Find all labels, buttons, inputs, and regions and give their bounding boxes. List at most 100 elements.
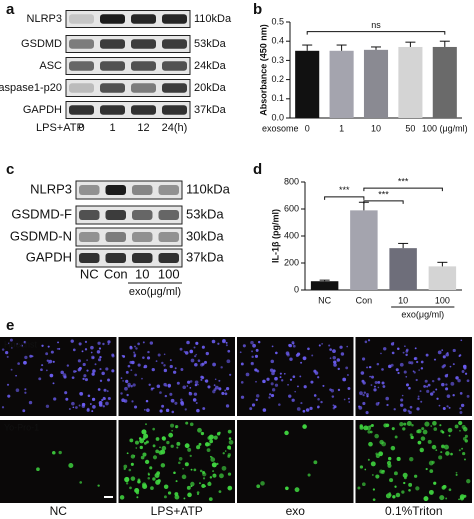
- cell: [221, 465, 227, 471]
- x-tick-label: 10: [371, 123, 381, 133]
- cell: [374, 433, 379, 439]
- blot-band: [131, 14, 156, 24]
- cell: [70, 339, 74, 343]
- cell: [459, 429, 461, 432]
- cell: [144, 459, 150, 465]
- cell: [400, 403, 404, 407]
- cell: [189, 380, 193, 383]
- cell: [333, 363, 337, 367]
- cell: [134, 487, 140, 494]
- cell: [357, 486, 361, 490]
- cell: [194, 362, 198, 367]
- cell: [222, 452, 225, 455]
- cell: [163, 364, 166, 367]
- cell: [102, 396, 106, 400]
- cell: [56, 348, 59, 350]
- cell: [286, 353, 290, 357]
- cell: [442, 355, 446, 359]
- cell: [190, 481, 195, 487]
- cell: [181, 474, 187, 480]
- cell: [437, 377, 441, 381]
- panel-label: d: [253, 161, 262, 178]
- cell: [289, 357, 293, 361]
- cell: [363, 425, 369, 431]
- cell: [383, 423, 388, 428]
- cell: [72, 348, 76, 352]
- cell: [438, 404, 441, 407]
- cell: [107, 396, 111, 400]
- cell: [403, 422, 407, 426]
- cell: [313, 369, 317, 373]
- cell: [79, 481, 83, 484]
- cell: [403, 370, 407, 374]
- cell: [455, 471, 458, 474]
- cell: [135, 347, 138, 350]
- cell: [182, 385, 187, 390]
- cell: [416, 360, 419, 364]
- cell: [145, 423, 147, 426]
- cell: [208, 434, 214, 440]
- cell: [271, 345, 274, 348]
- cell: [432, 421, 437, 426]
- cell: [307, 473, 311, 477]
- cell: [167, 383, 172, 388]
- cell: [417, 397, 420, 401]
- cell: [309, 406, 313, 410]
- cell: [431, 379, 435, 383]
- cell: [228, 437, 232, 440]
- cell: [188, 391, 191, 394]
- cell: [292, 375, 296, 379]
- bar: [329, 50, 354, 118]
- cell: [29, 354, 33, 358]
- blot-band: [79, 231, 100, 243]
- blot-band: [158, 231, 179, 243]
- cell: [410, 435, 414, 440]
- significance-label: ns: [371, 20, 381, 30]
- cell: [97, 484, 100, 487]
- cell: [219, 473, 224, 479]
- cell: [91, 372, 95, 376]
- protein-label: GSDMD-N: [10, 228, 72, 243]
- cell: [329, 357, 332, 359]
- cell: [155, 437, 160, 441]
- cell: [464, 372, 468, 375]
- protein-label: GAPDH: [23, 104, 62, 116]
- cell: [218, 490, 222, 493]
- cell: [395, 368, 399, 372]
- lane-label: 10: [135, 266, 149, 281]
- cell: [20, 344, 23, 347]
- cell: [381, 441, 387, 447]
- cell: [122, 380, 124, 382]
- cell: [57, 341, 59, 344]
- cell: [38, 377, 42, 381]
- cell: [130, 385, 133, 388]
- cell: [145, 399, 149, 403]
- cell: [71, 376, 75, 380]
- cell: [371, 375, 375, 379]
- cell: [391, 427, 395, 431]
- cell: [426, 385, 429, 388]
- cell: [358, 405, 363, 410]
- cell: [313, 460, 318, 465]
- cell: [90, 351, 93, 354]
- cell: [78, 404, 81, 407]
- cell: [171, 429, 174, 432]
- cell: [142, 356, 145, 359]
- cell: [317, 406, 320, 409]
- lane-label: 1: [109, 122, 115, 134]
- cell: [457, 378, 461, 383]
- cell: [82, 377, 85, 381]
- cell: [441, 382, 445, 387]
- cell: [10, 368, 13, 371]
- cell: [45, 369, 48, 372]
- cell: [182, 467, 184, 470]
- mw-label: 110kDa: [194, 13, 232, 25]
- cell: [180, 368, 184, 371]
- cell: [176, 441, 181, 446]
- cell: [287, 383, 289, 386]
- significance-label: ***: [398, 176, 409, 186]
- cell: [140, 455, 145, 460]
- cell: [368, 441, 373, 447]
- cell: [194, 355, 197, 358]
- cell: [333, 360, 337, 364]
